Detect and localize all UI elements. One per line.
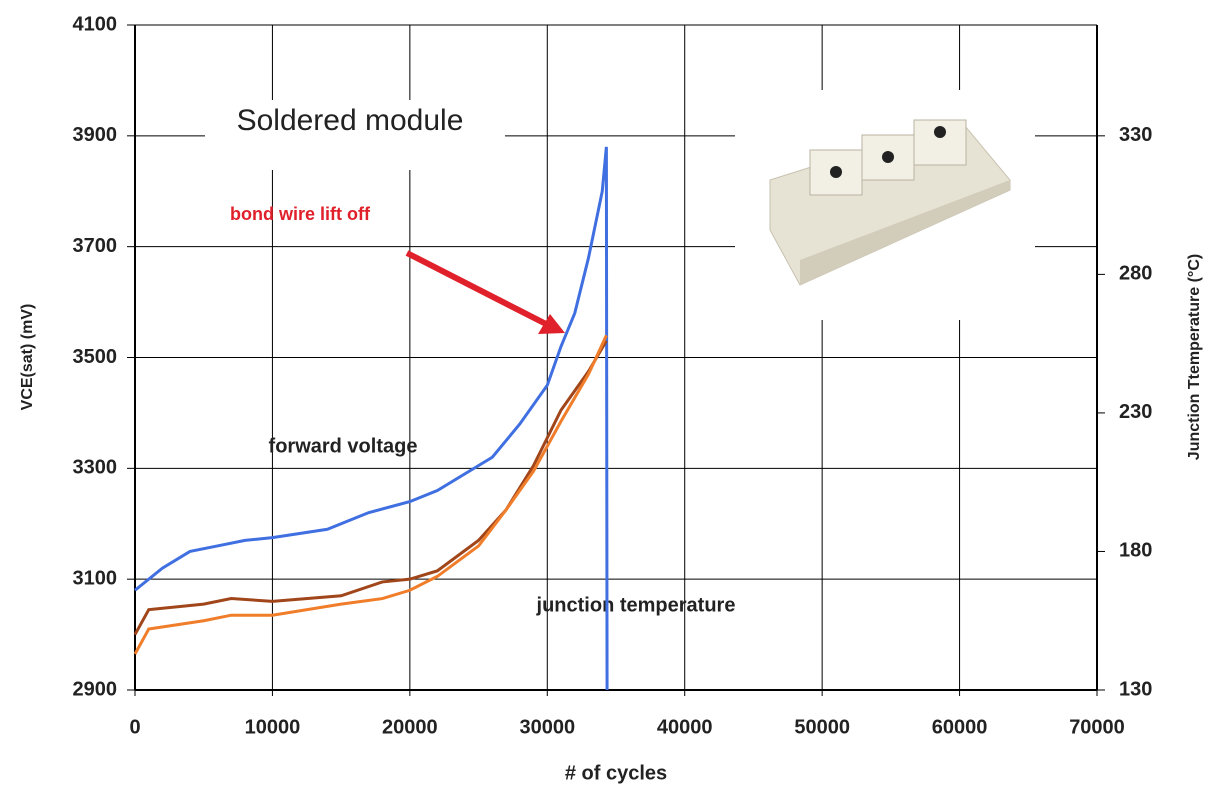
x-tick-label: 0 <box>129 716 140 738</box>
annotation: bond wire lift off <box>230 204 371 224</box>
y2-axis-label: Junction Ttemperature (°C) <box>1186 254 1203 460</box>
y2-tick-label: 280 <box>1119 263 1152 285</box>
annotation: forward voltage <box>269 435 418 457</box>
y-tick-label: 3900 <box>73 124 118 146</box>
y2-tick-label: 230 <box>1119 401 1152 423</box>
series-line <box>134 146 609 691</box>
y-tick-label: 3700 <box>73 235 118 257</box>
chart-title: Soldered module <box>237 104 464 137</box>
arrow <box>405 250 550 328</box>
x-axis-label: # of cycles <box>565 762 667 784</box>
series-line <box>133 334 608 655</box>
series-line <box>133 340 608 636</box>
y-tick-label: 2900 <box>73 678 118 700</box>
arrowhead <box>538 314 565 334</box>
y2-tick-label: 130 <box>1119 678 1152 700</box>
x-tick-label: 40000 <box>657 716 713 738</box>
x-tick-label: 20000 <box>382 716 438 738</box>
y-axis-label: VCE(sat) (mV) <box>19 304 36 411</box>
y-tick-label: 3500 <box>73 346 118 368</box>
y-tick-label: 3100 <box>73 567 118 589</box>
y2-tick-label: 330 <box>1119 124 1152 146</box>
y2-tick-label: 180 <box>1119 540 1152 562</box>
annotation: junction temperature <box>536 594 736 616</box>
x-tick-label: 10000 <box>245 716 301 738</box>
x-tick-label: 30000 <box>519 716 575 738</box>
module-image <box>769 119 1011 286</box>
y-tick-label: 4100 <box>73 13 118 35</box>
x-tick-label: 60000 <box>932 716 988 738</box>
title-backdrop <box>205 100 505 170</box>
x-tick-label: 50000 <box>794 716 850 738</box>
x-tick-label: 70000 <box>1069 716 1125 738</box>
y-tick-label: 3300 <box>73 457 118 479</box>
